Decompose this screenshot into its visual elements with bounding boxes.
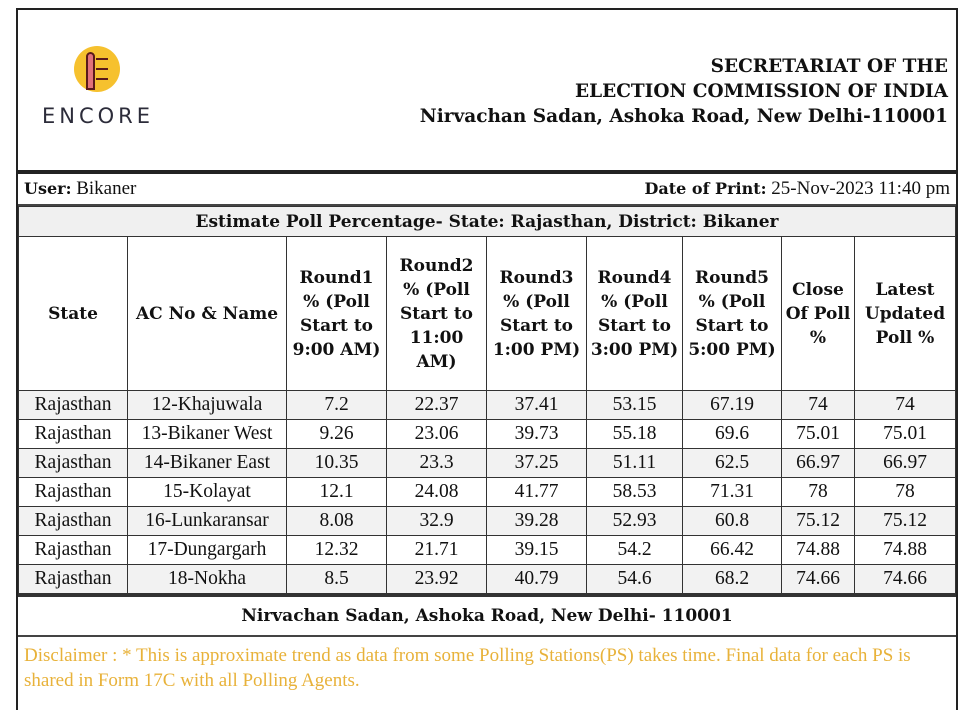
percent-cell: 12.32 bbox=[286, 535, 387, 565]
column-header: Round2 % (Poll Start to 11:00 AM) bbox=[386, 236, 487, 391]
percent-cell: 69.6 bbox=[682, 419, 782, 449]
column-header: Round4 % (Poll Start to 3:00 PM) bbox=[586, 236, 683, 391]
org-line-2: ELECTION COMMISSION OF INDIA bbox=[574, 81, 948, 102]
report-title: Estimate Poll Percentage- State: Rajasth… bbox=[18, 206, 956, 237]
column-header: Round3 % (Poll Start to 1:00 PM) bbox=[486, 236, 587, 391]
column-header: Round5 % (Poll Start to 5:00 PM) bbox=[682, 236, 782, 391]
percent-cell: 24.08 bbox=[386, 477, 487, 507]
ac-name-cell: 15-Kolayat bbox=[127, 477, 287, 507]
ac-name-cell: 13-Bikaner West bbox=[127, 419, 287, 449]
table-row: Rajasthan 15-Kolayat 12.1 24.08 41.77 58.53 71… bbox=[18, 477, 956, 507]
percent-cell: 51.11 bbox=[586, 448, 683, 478]
table-row: Rajasthan 14-Bikaner East 10.35 23.3 37.25 51… bbox=[18, 448, 956, 478]
brand-name: ENCORE bbox=[42, 104, 155, 128]
percent-cell: 62.5 bbox=[682, 448, 782, 478]
percent-cell: 9.26 bbox=[286, 419, 387, 449]
print-date-value: 25-Nov-2023 11:40 pm bbox=[771, 178, 950, 199]
ac-name-cell: 17-Dungargarh bbox=[127, 535, 287, 565]
column-header: Latest Updated Poll % bbox=[854, 236, 956, 391]
percent-cell: 66.42 bbox=[682, 535, 782, 565]
percent-cell: 21.71 bbox=[386, 535, 487, 565]
percent-cell: 67.19 bbox=[682, 390, 782, 420]
percent-cell: 60.8 bbox=[682, 506, 782, 536]
org-line-1: SECRETARIAT OF THE bbox=[710, 56, 948, 77]
meta-row: User: Bikaner Date of Print: 25-Nov-2023… bbox=[18, 174, 956, 206]
percent-cell: 40.79 bbox=[486, 564, 587, 594]
percent-cell: 75.12 bbox=[854, 506, 956, 536]
table-row: Rajasthan 18-Nokha 8.5 23.92 40.79 54.6 68.2 74… bbox=[18, 564, 956, 594]
state-cell: Rajasthan bbox=[18, 419, 128, 449]
percent-cell: 41.77 bbox=[486, 477, 587, 507]
percent-cell: 75.01 bbox=[854, 419, 956, 449]
percent-cell: 52.93 bbox=[586, 506, 683, 536]
state-cell: Rajasthan bbox=[18, 564, 128, 594]
ac-name-cell: 12-Khajuwala bbox=[127, 390, 287, 420]
table-row: Rajasthan 13-Bikaner West 9.26 23.06 39.73 55… bbox=[18, 419, 956, 449]
percent-cell: 75.12 bbox=[781, 506, 855, 536]
percent-cell: 32.9 bbox=[386, 506, 487, 536]
ac-name-cell: 16-Lunkaransar bbox=[127, 506, 287, 536]
percent-cell: 74.88 bbox=[781, 535, 855, 565]
state-cell: Rajasthan bbox=[18, 535, 128, 565]
table-row: Rajasthan 16-Lunkaransar 8.08 32.9 39.28 52.9… bbox=[18, 506, 956, 536]
percent-cell: 10.35 bbox=[286, 448, 387, 478]
percent-cell: 8.5 bbox=[286, 564, 387, 594]
percent-cell: 75.01 bbox=[781, 419, 855, 449]
percent-cell: 54.2 bbox=[586, 535, 683, 565]
percent-cell: 74 bbox=[781, 390, 855, 420]
state-cell: Rajasthan bbox=[18, 448, 128, 478]
percent-cell: 78 bbox=[854, 477, 956, 507]
state-cell: Rajasthan bbox=[18, 506, 128, 536]
org-address: Nirvachan Sadan, Ashoka Road, New Delhi-… bbox=[419, 106, 948, 127]
percent-cell: 55.18 bbox=[586, 419, 683, 449]
disclaimer: Disclaimer : * This is approximate trend… bbox=[24, 645, 911, 691]
percent-cell: 58.53 bbox=[586, 477, 683, 507]
percent-cell: 7.2 bbox=[286, 390, 387, 420]
poll-table: Estimate Poll Percentage- State: Rajasth… bbox=[18, 206, 956, 594]
column-header: State bbox=[18, 236, 128, 391]
percent-cell: 39.15 bbox=[486, 535, 587, 565]
percent-cell: 23.92 bbox=[386, 564, 487, 594]
organization-block: SECRETARIAT OF THE ELECTION COMMISSION O… bbox=[420, 54, 948, 129]
percent-cell: 12.1 bbox=[286, 477, 387, 507]
footer-address: Nirvachan Sadan, Ashoka Road, New Delhi-… bbox=[18, 594, 956, 637]
encore-logo-icon bbox=[74, 46, 120, 92]
percent-cell: 74 bbox=[854, 390, 956, 420]
report-header: ENCORE SECRETARIAT OF THE ELECTION COMMI… bbox=[18, 10, 956, 174]
percent-cell: 74.66 bbox=[781, 564, 855, 594]
percent-cell: 22.37 bbox=[386, 390, 487, 420]
percent-cell: 71.31 bbox=[682, 477, 782, 507]
user-label: User: bbox=[24, 179, 72, 198]
percent-cell: 23.06 bbox=[386, 419, 487, 449]
percent-cell: 23.3 bbox=[386, 448, 487, 478]
column-header: AC No & Name bbox=[127, 236, 287, 391]
percent-cell: 68.2 bbox=[682, 564, 782, 594]
ac-name-cell: 14-Bikaner East bbox=[127, 448, 287, 478]
user-value: Bikaner bbox=[76, 178, 137, 199]
table-row: Rajasthan 17-Dungargarh 12.32 21.71 39.15 54.… bbox=[18, 535, 956, 565]
percent-cell: 37.25 bbox=[486, 448, 587, 478]
percent-cell: 8.08 bbox=[286, 506, 387, 536]
percent-cell: 74.66 bbox=[854, 564, 956, 594]
state-cell: Rajasthan bbox=[18, 477, 128, 507]
percent-cell: 39.73 bbox=[486, 419, 587, 449]
percent-cell: 39.28 bbox=[486, 506, 587, 536]
percent-cell: 78 bbox=[781, 477, 855, 507]
state-cell: Rajasthan bbox=[18, 390, 128, 420]
percent-cell: 37.41 bbox=[486, 390, 587, 420]
percent-cell: 74.88 bbox=[854, 535, 956, 565]
column-header: Close Of Poll % bbox=[781, 236, 855, 391]
column-header: Round1 % (Poll Start to 9:00 AM) bbox=[286, 236, 387, 391]
percent-cell: 54.6 bbox=[586, 564, 683, 594]
percent-cell: 53.15 bbox=[586, 390, 683, 420]
percent-cell: 66.97 bbox=[781, 448, 855, 478]
percent-cell: 66.97 bbox=[854, 448, 956, 478]
report-document: ENCORE SECRETARIAT OF THE ELECTION COMMI… bbox=[16, 8, 958, 710]
table-row: Rajasthan 12-Khajuwala 7.2 22.37 37.41 53.15 6… bbox=[18, 390, 956, 420]
print-date-label: Date of Print: bbox=[644, 179, 767, 198]
ac-name-cell: 18-Nokha bbox=[127, 564, 287, 594]
